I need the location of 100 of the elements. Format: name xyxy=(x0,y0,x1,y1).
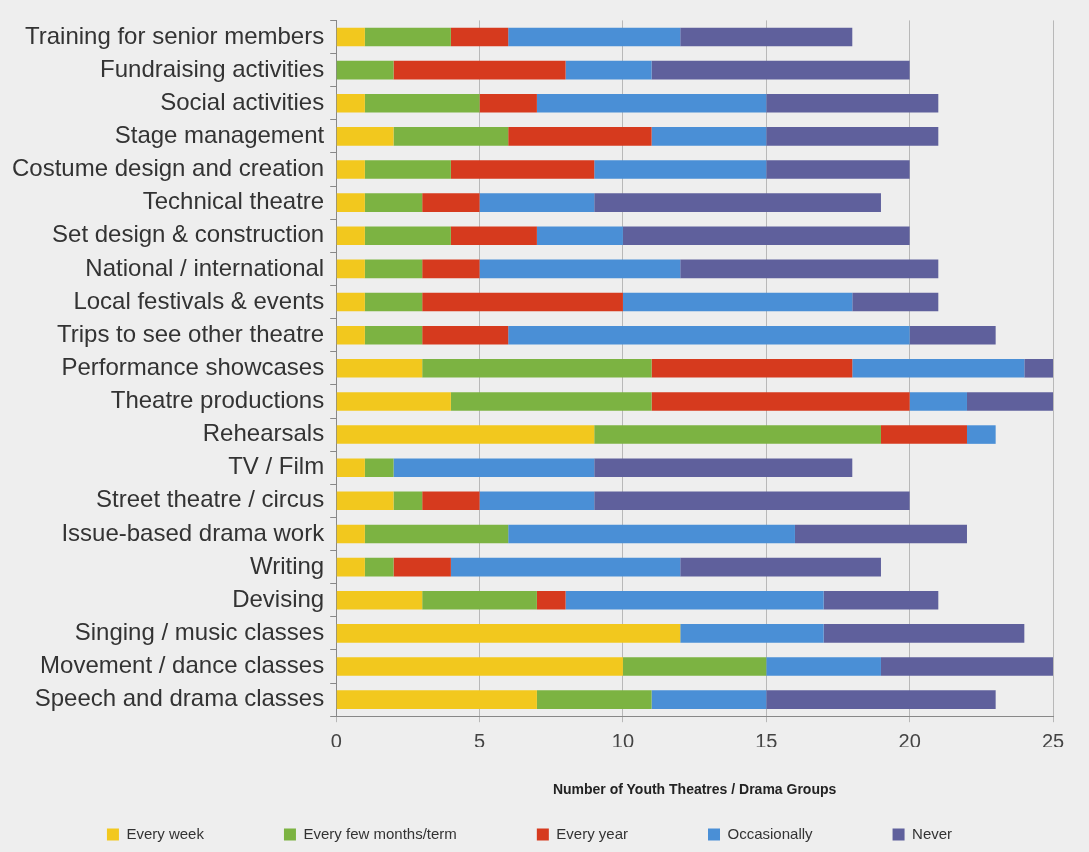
bar xyxy=(536,590,566,610)
bar xyxy=(680,259,939,279)
bar xyxy=(622,292,853,312)
bar xyxy=(364,27,451,47)
bar xyxy=(536,690,652,709)
bar xyxy=(594,491,910,511)
bar xyxy=(336,392,451,411)
y-tick-label: Movement / dance classes xyxy=(40,651,325,679)
bar xyxy=(422,259,480,279)
y-tick-label: Rehearsals xyxy=(202,419,325,447)
legend-label: Every week xyxy=(126,824,205,842)
y-tick-label: Set design & construction xyxy=(52,220,325,248)
y-tick-label: Fundraising activities xyxy=(100,54,325,82)
y-tick-label: Stage management xyxy=(114,120,325,148)
bar xyxy=(364,458,394,477)
bar xyxy=(651,60,910,80)
bar xyxy=(680,557,881,577)
bar xyxy=(536,226,623,246)
bar xyxy=(393,60,566,80)
bar xyxy=(909,325,996,345)
y-tick-label: Street theatre / circus xyxy=(96,485,325,513)
bar xyxy=(852,292,939,312)
bar xyxy=(336,690,537,709)
bar xyxy=(336,193,365,212)
bar xyxy=(450,226,537,246)
bar xyxy=(622,657,767,676)
bar xyxy=(909,392,967,411)
bar xyxy=(823,590,939,610)
bar xyxy=(766,160,910,179)
bar xyxy=(336,491,394,511)
bar xyxy=(364,193,423,212)
bar xyxy=(880,425,967,444)
bar xyxy=(508,524,795,544)
bar xyxy=(393,458,595,477)
bar xyxy=(766,93,939,113)
y-tick-label: Writing xyxy=(249,551,325,579)
y-tick-label: Local festivals & events xyxy=(73,286,325,314)
bar xyxy=(336,27,365,47)
bar xyxy=(651,392,910,411)
y-tick-label: National / international xyxy=(85,253,325,281)
y-tick-label: Performance showcases xyxy=(61,352,325,380)
bar xyxy=(565,590,824,610)
legend-label: Occasionally xyxy=(727,824,814,842)
bar xyxy=(479,93,537,113)
bar xyxy=(422,292,623,312)
bar xyxy=(766,127,939,146)
bar xyxy=(393,491,423,511)
bar xyxy=(364,160,451,179)
bar xyxy=(651,127,767,146)
y-tick-label: Speech and drama classes xyxy=(34,684,325,712)
y-tick-label: Training for senior members xyxy=(24,21,325,49)
bar xyxy=(336,160,365,179)
bar xyxy=(651,690,767,709)
bar xyxy=(450,160,595,179)
bar xyxy=(508,127,652,146)
bar xyxy=(422,359,652,378)
bar xyxy=(479,193,595,212)
bar xyxy=(336,93,365,113)
bar xyxy=(364,325,423,345)
bar xyxy=(880,657,1053,676)
bar xyxy=(422,491,480,511)
y-tick-label: Trips to see other theatre xyxy=(56,319,325,347)
y-tick-label: Costume design and creation xyxy=(12,154,325,182)
bar xyxy=(336,60,394,80)
y-tick-label: TV / Film xyxy=(228,452,325,480)
bar xyxy=(479,491,595,511)
bar xyxy=(364,524,509,544)
bar xyxy=(336,657,623,676)
bar xyxy=(651,359,853,378)
bar xyxy=(766,690,996,709)
bar xyxy=(336,359,423,378)
bar xyxy=(336,590,423,610)
bar xyxy=(680,27,853,47)
bar xyxy=(336,325,365,345)
bar xyxy=(622,226,910,246)
y-tick-label: Devising xyxy=(232,584,325,612)
bar xyxy=(422,193,480,212)
x-axis-title: Number of Youth Theatres / Drama Groups xyxy=(552,781,837,798)
bar xyxy=(508,325,910,345)
bar xyxy=(966,392,1053,411)
bar xyxy=(565,60,652,80)
bar xyxy=(336,292,365,312)
bar xyxy=(479,259,681,279)
bar xyxy=(364,226,451,246)
bar xyxy=(393,557,451,577)
bar xyxy=(594,458,853,477)
bar xyxy=(364,259,423,279)
bar xyxy=(823,624,1025,643)
bar xyxy=(450,557,681,577)
bar xyxy=(336,458,365,477)
bar xyxy=(422,590,537,610)
bar xyxy=(336,226,365,246)
bar xyxy=(450,27,509,47)
bar xyxy=(364,557,394,577)
y-tick-label: Social activities xyxy=(160,87,325,115)
legend-label: Every few months/term xyxy=(303,824,457,842)
bar xyxy=(594,193,881,212)
y-tick-label: Theatre productions xyxy=(110,386,325,414)
bar xyxy=(966,425,996,444)
bar xyxy=(364,93,480,113)
